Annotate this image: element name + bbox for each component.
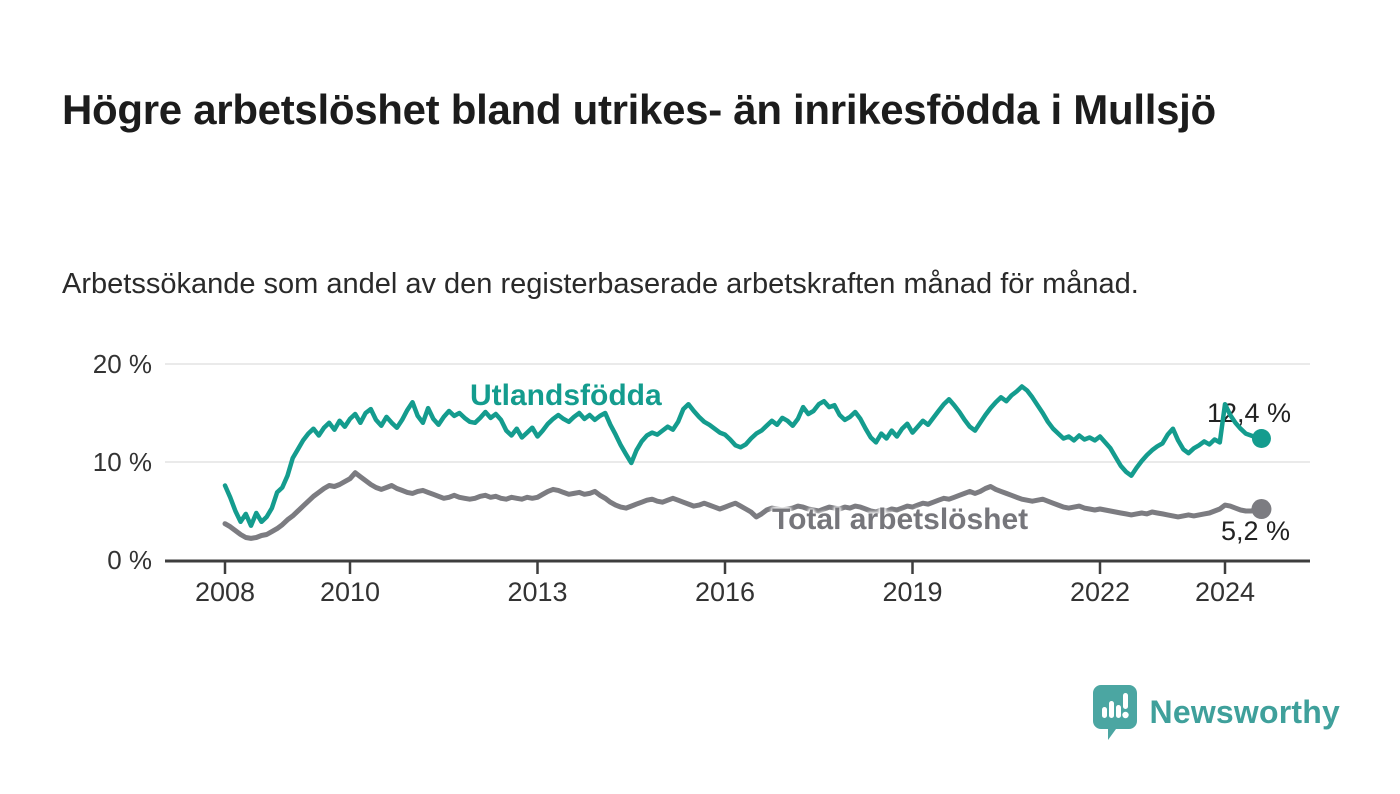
page-title: Högre arbetslöshet bland utrikes- än inr… — [62, 86, 1216, 134]
x-tick-label: 2022 — [1070, 577, 1130, 607]
y-tick-label: 10 % — [93, 447, 152, 477]
newsworthy-logo-text: Newsworthy — [1149, 694, 1340, 730]
series-line-utlandsfodda — [222, 384, 1264, 528]
series-line-total-arbetsloshet — [222, 470, 1264, 541]
series-end-dot — [1251, 428, 1271, 448]
x-tick-label: 2019 — [882, 577, 942, 607]
chart-subtitle: Arbetssökande som andel av den registerb… — [62, 268, 1139, 300]
x-tick-label: 2024 — [1195, 577, 1255, 607]
newsworthy-logo-icon — [1092, 685, 1137, 740]
newsworthy-logo: Newsworthy — [1092, 684, 1340, 741]
x-tick-label: 2016 — [695, 577, 755, 607]
y-tick-label: 20 % — [93, 349, 152, 379]
series-label-utlandsfodda: Utlandsfödda — [470, 379, 662, 412]
y-tick-label: 0 % — [107, 545, 152, 575]
end-value-label-total: 5,2 % — [1221, 516, 1291, 546]
end-value-label-utlandsfodda: 12,4 % — [1207, 398, 1292, 428]
x-tick-label: 2008 — [195, 577, 255, 607]
series-label-total-arbetsloshet: Total arbetslöshet — [772, 503, 1029, 536]
speech-bubble-shape — [1092, 685, 1137, 740]
x-tick-label: 2010 — [320, 577, 380, 607]
x-tick-label: 2013 — [507, 577, 567, 607]
